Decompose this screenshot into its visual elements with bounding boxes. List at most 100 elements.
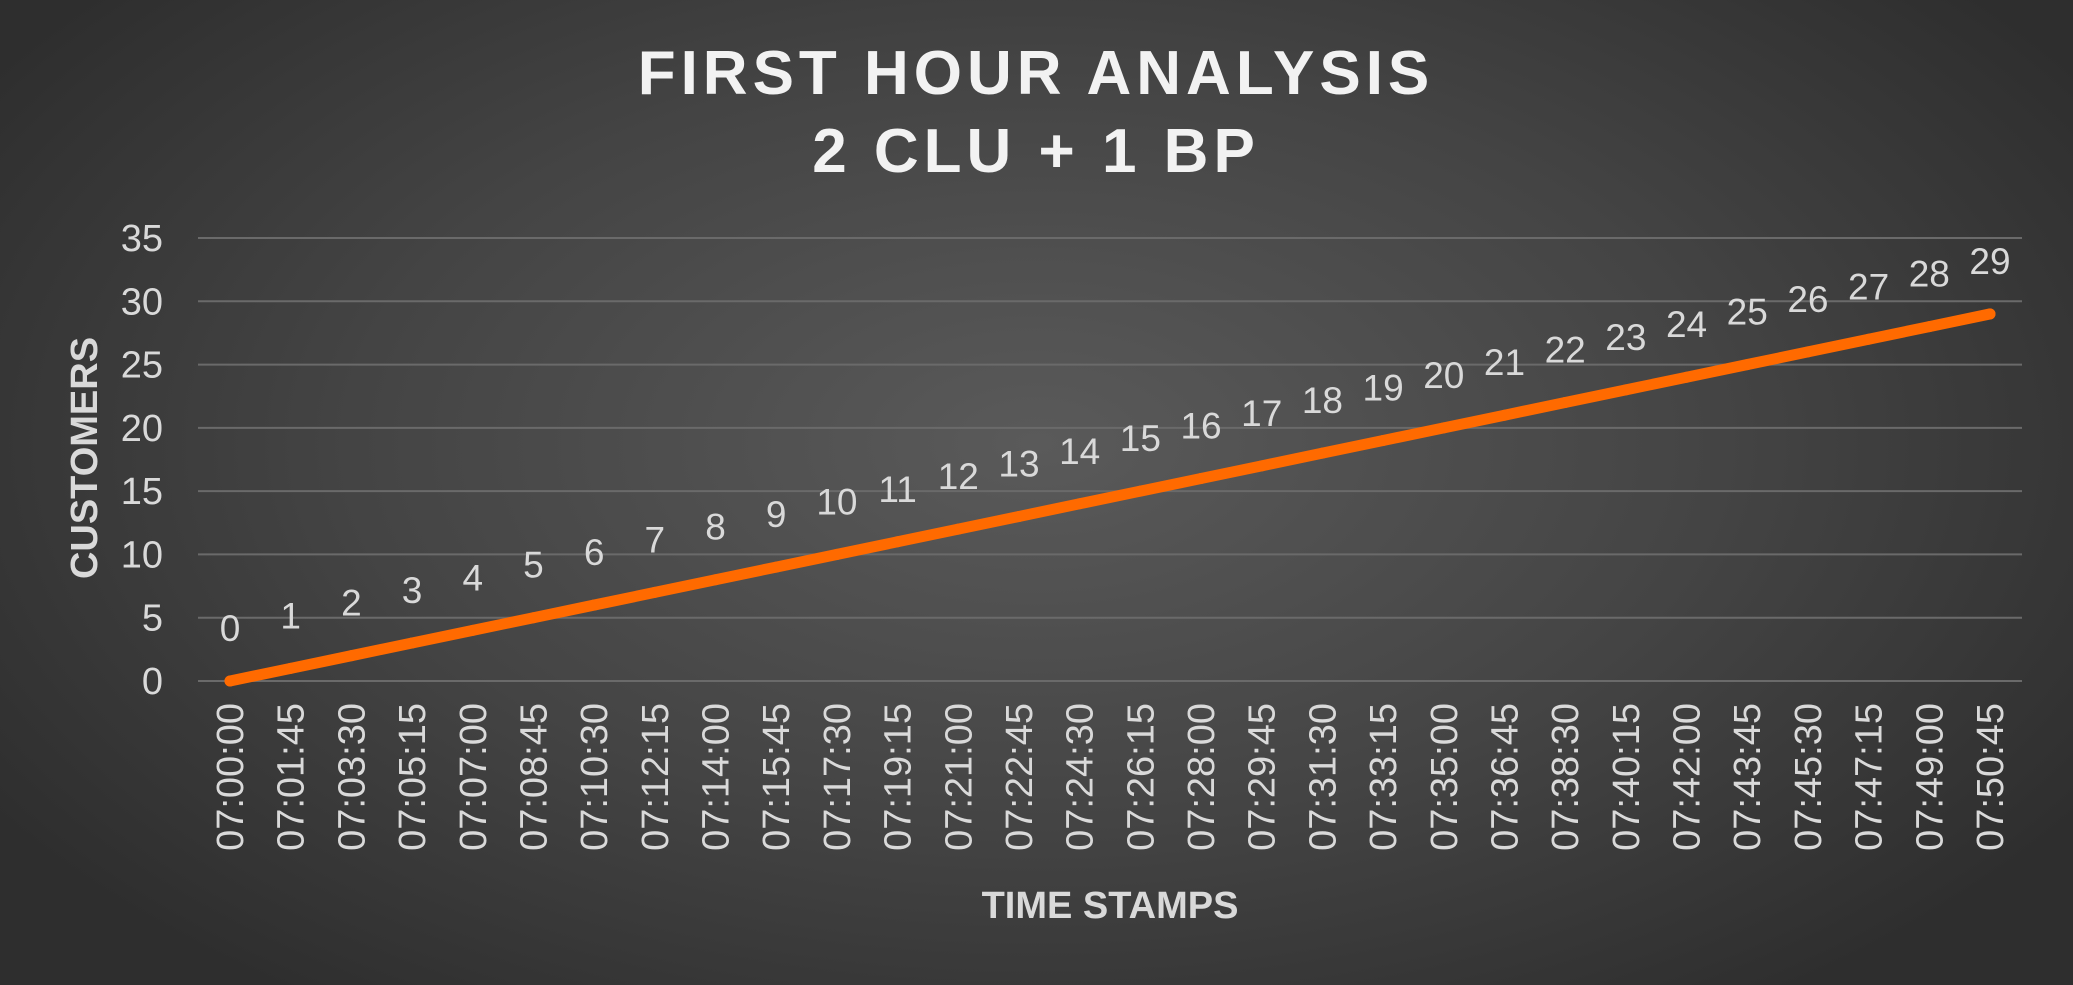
data-point xyxy=(224,675,236,687)
x-tick-label: 07:38:30 xyxy=(1545,703,1587,851)
data-label: 21 xyxy=(1484,342,1525,383)
x-tick-label: 07:47:15 xyxy=(1849,703,1891,851)
x-tick-label: 07:35:00 xyxy=(1424,703,1466,851)
data-label: 23 xyxy=(1605,317,1646,358)
data-label: 5 xyxy=(523,545,544,586)
data-label: 11 xyxy=(878,469,916,510)
data-point xyxy=(892,536,904,548)
y-tick-label: 0 xyxy=(142,661,163,703)
x-tick-label: 07:28:00 xyxy=(1181,703,1223,851)
data-label: 14 xyxy=(1059,431,1100,472)
data-point xyxy=(588,599,600,611)
data-label: 8 xyxy=(705,507,726,548)
data-point xyxy=(831,548,843,560)
data-point xyxy=(1984,308,1996,320)
data-label: 7 xyxy=(645,519,666,560)
data-label: 29 xyxy=(1969,241,2010,282)
x-tick-label: 07:17:30 xyxy=(817,703,859,851)
y-tick-label: 30 xyxy=(121,281,163,323)
x-tick-label: 07:19:15 xyxy=(878,703,920,851)
x-tick-label: 07:42:00 xyxy=(1667,703,1709,851)
x-tick-label: 07:45:30 xyxy=(1788,703,1830,851)
data-label: 18 xyxy=(1302,380,1343,421)
chart-title: FIRST HOUR ANALYSIS 2 CLU + 1 BP xyxy=(638,39,1435,186)
data-point xyxy=(1863,333,1875,345)
y-tick-label: 20 xyxy=(121,408,163,450)
data-label: 24 xyxy=(1666,304,1707,345)
data-point xyxy=(345,650,357,662)
data-label: 2 xyxy=(341,583,362,624)
data-label: 15 xyxy=(1120,418,1161,459)
data-point xyxy=(649,586,661,598)
y-axis-ticks: 0 5 10 15 20 25 30 35 xyxy=(121,218,163,703)
data-point xyxy=(1681,371,1693,383)
series-line xyxy=(224,308,1996,687)
y-tick-label: 25 xyxy=(121,345,163,387)
x-tick-label: 07:10:30 xyxy=(574,703,616,851)
data-point xyxy=(1438,422,1450,434)
x-tick-label: 07:05:15 xyxy=(392,703,434,851)
data-label: 16 xyxy=(1180,405,1221,446)
data-point xyxy=(1134,485,1146,497)
chart-title-line: FIRST HOUR ANALYSIS xyxy=(638,39,1435,108)
data-point xyxy=(710,574,722,586)
data-point xyxy=(1802,346,1814,358)
x-tick-label: 07:08:45 xyxy=(513,703,555,851)
data-label: 20 xyxy=(1423,355,1464,396)
x-tick-label: 07:07:00 xyxy=(453,703,495,851)
x-axis-title: TIME STAMPS xyxy=(982,885,1239,927)
data-point xyxy=(952,523,964,535)
data-point xyxy=(285,662,297,674)
data-label: 13 xyxy=(998,443,1039,484)
y-tick-label: 10 xyxy=(121,534,163,576)
x-tick-label: 07:40:15 xyxy=(1606,703,1648,851)
data-label: 6 xyxy=(584,532,605,573)
x-tick-label: 07:00:00 xyxy=(210,703,252,851)
data-label: 22 xyxy=(1545,330,1586,371)
data-point xyxy=(467,624,479,636)
data-point xyxy=(1316,447,1328,459)
x-tick-label: 07:33:15 xyxy=(1363,703,1405,851)
data-label: 3 xyxy=(402,570,423,611)
data-point xyxy=(1923,321,1935,333)
x-tick-label: 07:12:15 xyxy=(635,703,677,851)
data-point xyxy=(1013,510,1025,522)
x-tick-label: 07:01:45 xyxy=(271,703,313,851)
data-label: 9 xyxy=(766,494,787,535)
x-tick-label: 07:43:45 xyxy=(1727,703,1769,851)
data-label: 27 xyxy=(1848,266,1889,307)
x-tick-label: 07:29:45 xyxy=(1242,703,1284,851)
chart-title-line: 2 CLU + 1 BP xyxy=(812,117,1260,186)
data-labels: 0 1 2 3 4 5 6 7 8 9 10 11 12 13 14 15 16 17 18 19 20 21 22 23 24… xyxy=(220,241,2011,649)
data-label: 17 xyxy=(1241,393,1282,434)
data-point xyxy=(1620,384,1632,396)
data-point xyxy=(1559,397,1571,409)
data-label: 1 xyxy=(280,595,301,636)
x-tick-label: 07:22:45 xyxy=(999,703,1041,851)
x-axis-ticks: 07:00:00 07:01:45 07:03:30 07:05:15 07:07:00… xyxy=(210,703,2012,851)
y-tick-label: 15 xyxy=(121,471,163,513)
data-label: 28 xyxy=(1909,254,1950,295)
data-point xyxy=(527,612,539,624)
data-point xyxy=(770,561,782,573)
data-point xyxy=(1741,359,1753,371)
x-tick-label: 07:50:45 xyxy=(1970,703,2012,851)
data-point xyxy=(406,637,418,649)
series xyxy=(224,308,1996,687)
data-label: 12 xyxy=(938,456,979,497)
data-label: 4 xyxy=(462,557,483,598)
x-tick-label: 07:26:15 xyxy=(1120,703,1162,851)
data-point xyxy=(1074,498,1086,510)
data-point xyxy=(1498,409,1510,421)
gridlines xyxy=(198,237,2022,682)
data-label: 0 xyxy=(220,608,241,649)
data-label: 19 xyxy=(1363,368,1404,409)
x-tick-label: 07:49:00 xyxy=(1909,703,1951,851)
y-axis-title: CUSTOMERS xyxy=(64,337,106,579)
x-tick-label: 07:14:00 xyxy=(696,703,738,851)
data-label: 10 xyxy=(816,481,857,522)
y-tick-label: 5 xyxy=(142,598,163,640)
x-tick-label: 07:21:00 xyxy=(938,703,980,851)
